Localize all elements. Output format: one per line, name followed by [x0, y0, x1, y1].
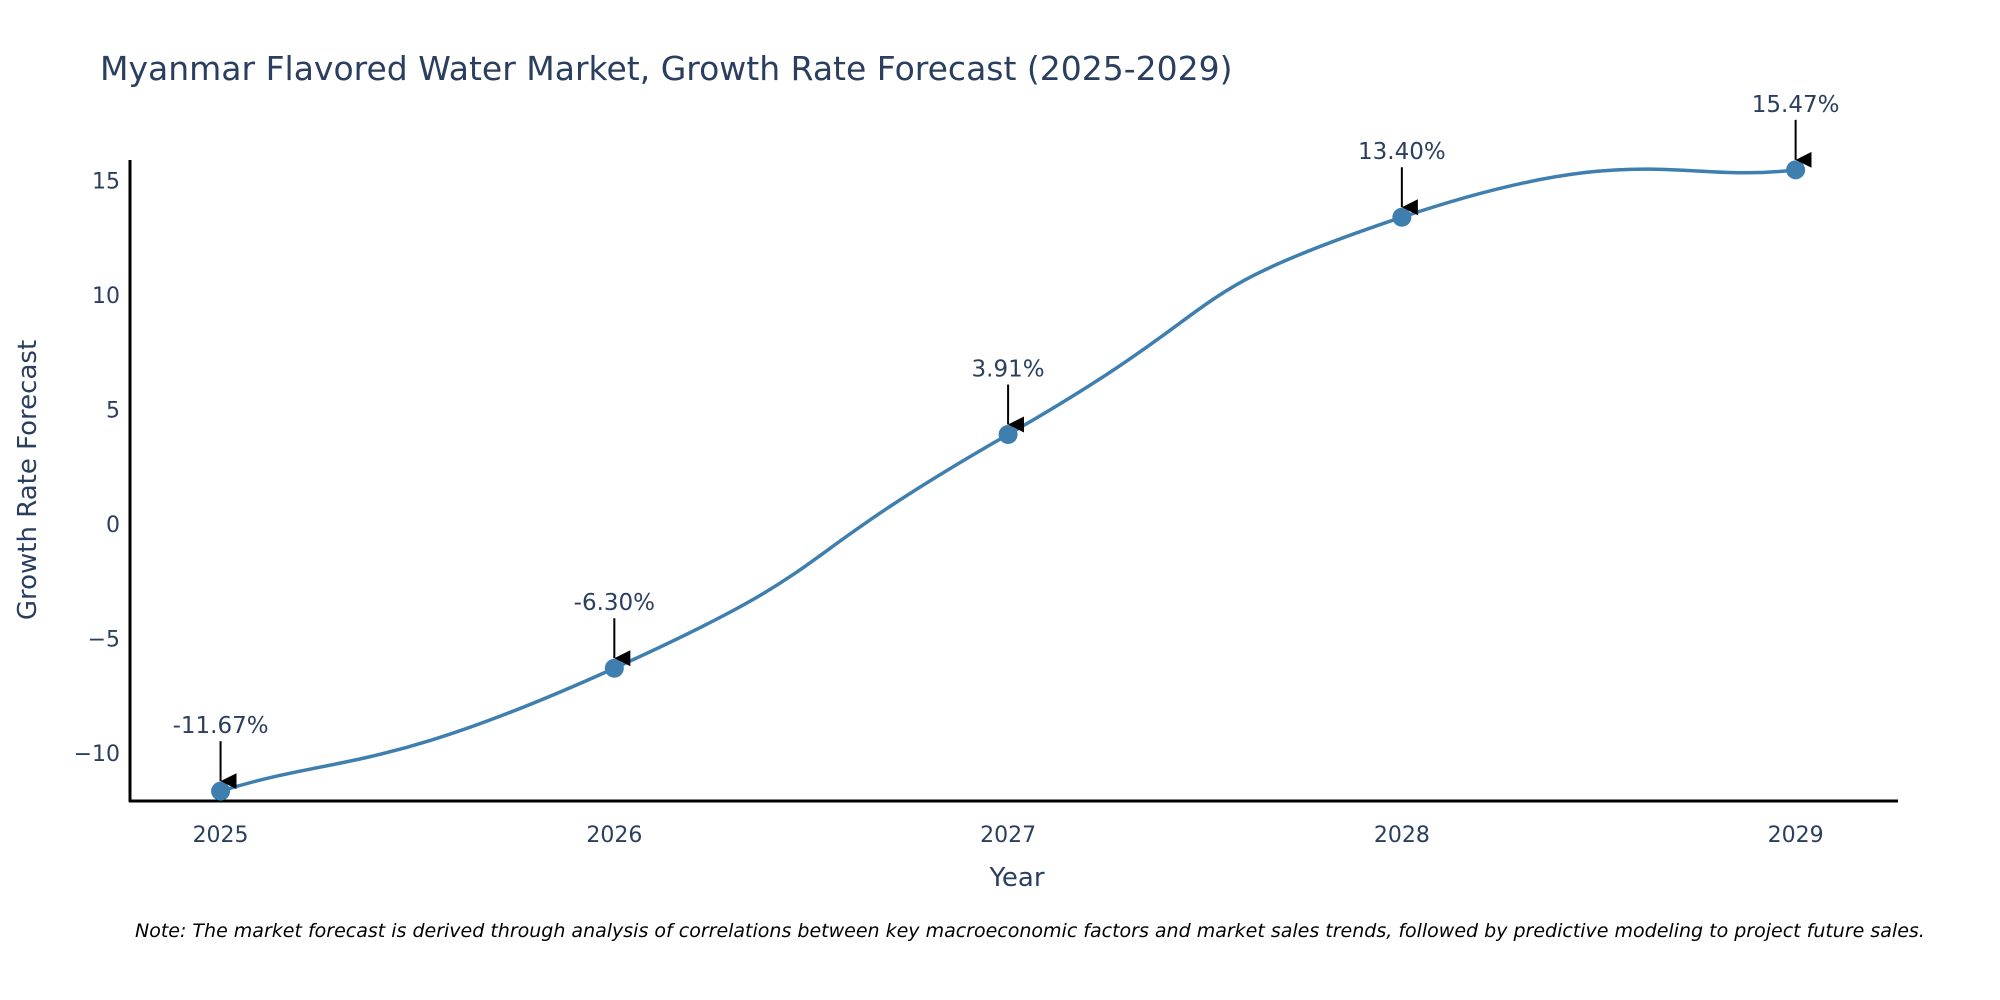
y-tick-label: 10	[92, 284, 120, 309]
data-point	[604, 658, 624, 678]
x-tick-label: 2026	[586, 823, 642, 848]
y-tick-label: −5	[88, 627, 120, 652]
footnote: Note: The market forecast is derived thr…	[135, 920, 1925, 942]
x-axis-title: Year	[988, 863, 1044, 893]
data-point	[998, 424, 1018, 444]
data-point	[211, 781, 231, 801]
data-label: 13.40%	[1358, 139, 1446, 165]
annotations: -11.67% -6.30% 3.91% 13.40% 15.47%	[173, 92, 1840, 790]
x-tick-label: 2029	[1768, 823, 1824, 848]
series-line	[220, 167, 1796, 793]
data-point	[1392, 207, 1412, 227]
y-tick-label: 15	[92, 170, 120, 195]
x-tick-label: 2028	[1374, 823, 1430, 848]
chart-title: Myanmar Flavored Water Market, Growth Ra…	[100, 49, 1233, 88]
x-tick-label: 2027	[980, 823, 1036, 848]
data-point	[1786, 160, 1806, 180]
y-axis-ticks: −10 −5 0 5 10 15	[74, 170, 120, 767]
data-label: -11.67%	[173, 713, 269, 739]
y-axis-title: Growth Rate Forecast	[13, 340, 43, 620]
series	[211, 160, 1806, 801]
x-tick-label: 2025	[193, 823, 249, 848]
x-axis-ticks: 2025 2026 2027 2028 2029	[193, 823, 1824, 848]
data-label: -6.30%	[574, 590, 655, 616]
data-label: 3.91%	[972, 356, 1045, 382]
plot-area	[128, 160, 1898, 803]
data-label: 15.47%	[1752, 92, 1840, 118]
y-tick-label: 0	[106, 513, 120, 538]
y-tick-label: −10	[74, 742, 120, 767]
y-tick-label: 5	[106, 399, 120, 424]
